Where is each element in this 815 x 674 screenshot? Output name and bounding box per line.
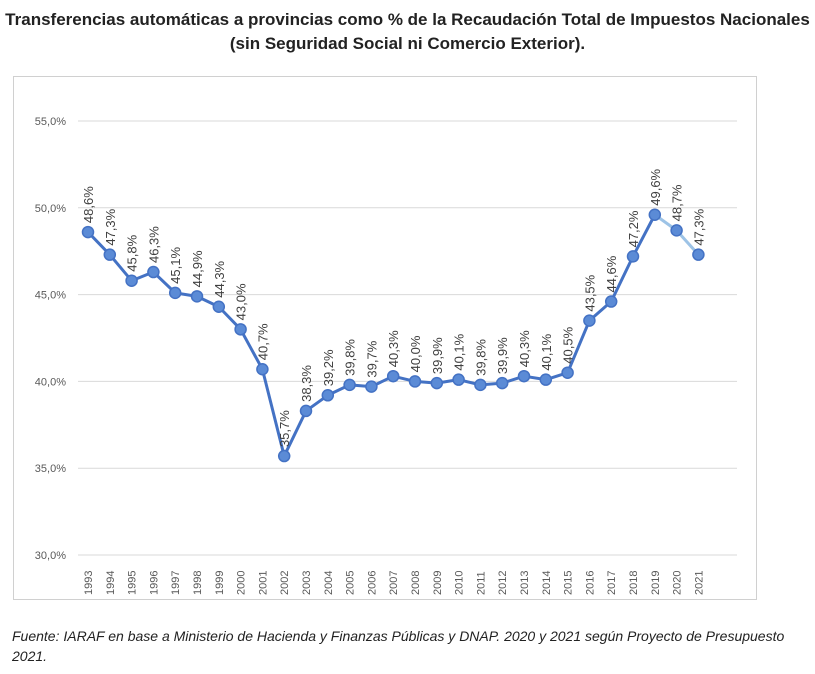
- data-point: [234, 323, 247, 336]
- x-tick-label: 2004: [323, 571, 335, 595]
- data-label: 47,2%: [626, 210, 641, 247]
- data-label: 44,3%: [212, 260, 227, 297]
- data-point: [626, 250, 640, 263]
- x-tick-label: 2008: [410, 571, 422, 595]
- data-point: [539, 373, 553, 386]
- data-label: 39,9%: [495, 337, 510, 374]
- data-point: [190, 290, 204, 303]
- data-point: [386, 369, 400, 383]
- data-point: [408, 375, 422, 388]
- chart-frame: [13, 76, 757, 600]
- y-tick-label: 40,0%: [35, 376, 66, 388]
- data-label: 44,6%: [604, 255, 619, 292]
- data-label: 40,1%: [452, 333, 467, 370]
- x-tick-label: 2005: [345, 571, 357, 595]
- data-point: [452, 373, 465, 386]
- x-tick-label: 1999: [214, 571, 226, 595]
- data-point: [583, 314, 596, 327]
- x-tick-label: 2017: [606, 571, 618, 595]
- data-label: 39,8%: [473, 339, 488, 376]
- data-point: [343, 378, 356, 392]
- x-tick-label: 2001: [257, 571, 269, 595]
- data-label: 43,0%: [234, 283, 249, 320]
- x-tick-label: 1997: [170, 571, 182, 595]
- data-label: 35,7%: [277, 410, 292, 447]
- data-point: [168, 286, 182, 300]
- y-tick-label: 35,0%: [35, 463, 66, 475]
- x-tick-label: 2000: [236, 571, 248, 595]
- x-tick-label: 2010: [454, 571, 466, 595]
- data-label: 38,3%: [299, 365, 314, 402]
- data-label: 45,8%: [125, 234, 140, 271]
- source-note: Fuente: IARAF en base a Ministerio de Ha…: [12, 628, 785, 664]
- data-label: 47,3%: [103, 208, 118, 245]
- data-point: [604, 295, 618, 308]
- x-tick-label: 2002: [279, 571, 291, 595]
- data-point: [147, 265, 160, 279]
- data-label: 40,7%: [255, 323, 270, 360]
- x-tick-label: 2016: [584, 571, 596, 595]
- x-tick-label: 1996: [148, 571, 160, 595]
- data-label: 46,3%: [146, 226, 161, 263]
- data-label: 49,6%: [648, 168, 663, 205]
- data-label: 39,2%: [321, 349, 336, 386]
- data-label: 40,0%: [408, 335, 423, 372]
- data-label: 39,7%: [364, 340, 379, 377]
- x-tick-label: 2011: [475, 571, 487, 595]
- data-label: 40,1%: [539, 333, 554, 370]
- data-point: [81, 225, 95, 239]
- y-tick-label: 50,0%: [35, 203, 66, 215]
- data-point: [670, 224, 683, 237]
- x-tick-label: 2013: [519, 571, 531, 595]
- data-label: 40,5%: [561, 326, 576, 363]
- data-label: 48,7%: [670, 184, 685, 221]
- data-point: [365, 380, 378, 393]
- y-tick-label: 55,0%: [35, 116, 66, 128]
- data-point: [256, 362, 269, 376]
- data-point: [561, 366, 574, 379]
- data-label: 43,5%: [582, 274, 597, 311]
- x-tick-label: 2019: [650, 571, 662, 595]
- x-tick-label: 2012: [497, 571, 509, 595]
- x-tick-label: 2020: [672, 571, 684, 595]
- x-tick-label: 2018: [628, 571, 640, 595]
- data-label: 47,3%: [691, 208, 706, 245]
- x-tick-label: 1993: [83, 571, 95, 595]
- x-tick-label: 1998: [192, 571, 204, 595]
- x-tick-label: 2007: [388, 571, 400, 595]
- data-label: 48,6%: [81, 186, 96, 223]
- x-tick-label: 1995: [127, 571, 139, 595]
- chart-title: Transferencias automáticas a provincias …: [5, 10, 810, 53]
- data-point: [517, 369, 531, 383]
- y-tick-label: 30,0%: [35, 550, 66, 562]
- data-point: [692, 248, 705, 261]
- data-label: 44,9%: [190, 250, 205, 287]
- data-label: 39,9%: [430, 337, 445, 374]
- data-point: [299, 404, 313, 418]
- data-point: [474, 378, 487, 392]
- data-point: [321, 389, 335, 402]
- x-tick-label: 2009: [432, 571, 444, 595]
- data-point: [277, 449, 291, 463]
- x-tick-label: 2021: [693, 571, 705, 595]
- data-point: [103, 248, 117, 261]
- x-tick-label: 2015: [563, 571, 575, 595]
- data-label: 39,8%: [343, 339, 358, 376]
- data-point: [430, 376, 444, 390]
- x-tick-label: 1994: [105, 571, 117, 595]
- x-tick-label: 2003: [301, 571, 313, 595]
- y-tick-label: 45,0%: [35, 290, 66, 302]
- data-label: 45,1%: [168, 247, 183, 284]
- data-point: [125, 274, 138, 287]
- x-tick-label: 2014: [541, 571, 553, 595]
- data-point: [648, 208, 662, 221]
- data-label: 40,3%: [386, 330, 401, 367]
- data-point: [495, 376, 509, 390]
- x-tick-label: 2006: [366, 571, 378, 595]
- data-point: [212, 300, 226, 314]
- data-label: 40,3%: [517, 330, 532, 367]
